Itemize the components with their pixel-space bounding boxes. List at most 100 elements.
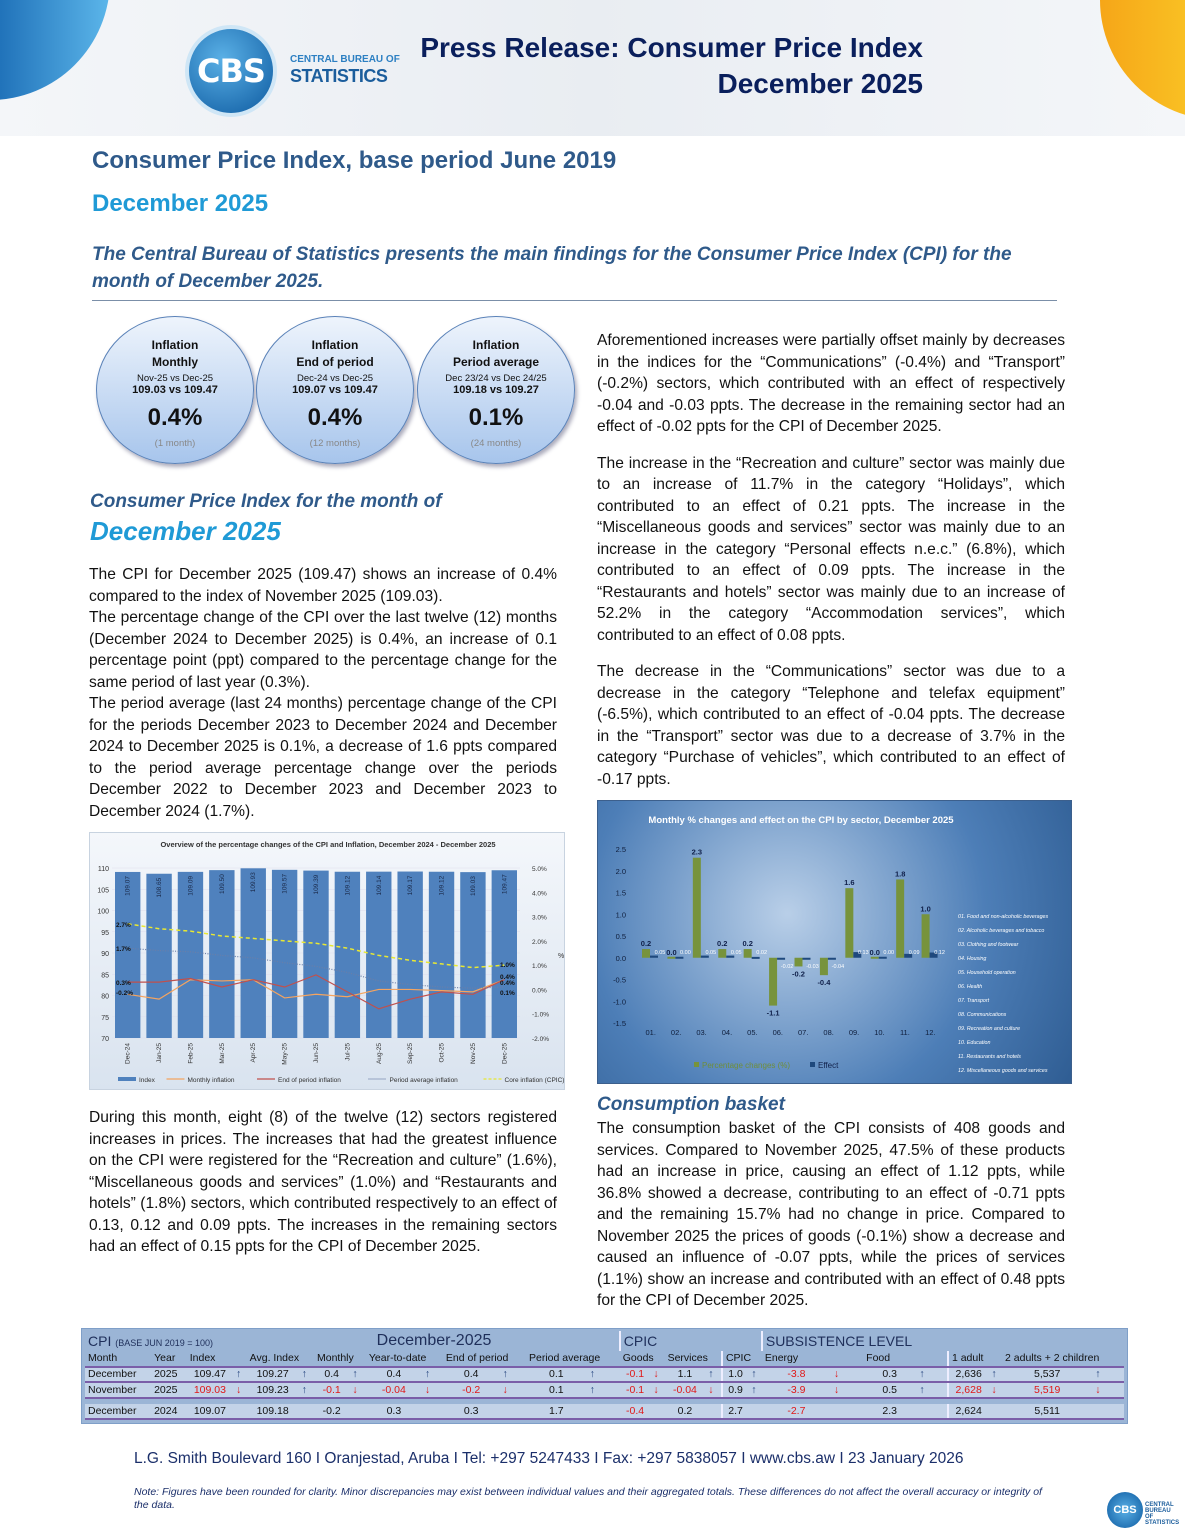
footer-address: L.G. Smith Boulevard 160 I Oranjestad, A… <box>134 1450 964 1467</box>
kpi-duration: (24 months) <box>470 438 522 449</box>
arrow-cell <box>349 1403 366 1420</box>
effect-bar <box>827 957 836 960</box>
column-header: Avg. Index <box>246 1351 314 1368</box>
x-tick-label: Jun-25 <box>313 1043 320 1063</box>
group-subsistence: SUBSISTENCE LEVEL <box>760 1331 948 1351</box>
table-row: December 2024 109.07 109.18 -0.2 0.3 0.3 1.7 -0.… <box>85 1403 1124 1420</box>
arrow-up-icon: ↑ <box>748 1366 762 1383</box>
bar-value-label: 109.93 <box>250 872 257 892</box>
kpi-period-average-inflation: Inflation Period average Dec 23/24 vs Dec… <box>417 316 575 464</box>
footer-logo-text: CENTRAL BUREAU OF STATISTICS <box>1145 1502 1180 1526</box>
bar-value-label: 109.12 <box>344 875 351 895</box>
index-bar <box>115 871 141 1038</box>
arrow-cell <box>421 1403 443 1420</box>
effect-bar <box>853 952 862 958</box>
group-cpi: CPI (BASE JUN 2019 = 100) <box>85 1331 247 1351</box>
bar-value-label: 109.47 <box>501 874 508 894</box>
index-bar <box>460 872 486 1038</box>
kpi-values: 109.03 vs 109.47 <box>132 384 218 396</box>
sector-legend-item: 08. Communications <box>958 1012 1007 1018</box>
column-header: 1 adult <box>946 1351 1003 1368</box>
table-cell: 0.4 <box>442 1366 500 1383</box>
y2-tick-label: -1.0% <box>532 1012 549 1019</box>
divider <box>92 300 1057 301</box>
kpi-percent: 0.4% <box>307 404 363 431</box>
y-tick-label: 80 <box>101 994 109 1001</box>
table-cell: 2024 <box>151 1403 187 1420</box>
arrow-up-icon: ↑ <box>705 1366 722 1383</box>
kpi-percent: 0.1% <box>468 404 524 431</box>
arrow-cell <box>650 1403 665 1420</box>
y2-tick-label: 5.0% <box>532 866 547 873</box>
legend-label: Percentage changes (%) <box>702 1061 790 1070</box>
data-annotation: 0.1% <box>500 990 515 997</box>
table-cell: 109.18 <box>246 1403 299 1420</box>
table-cell: December <box>85 1403 152 1420</box>
kpi-label: Period average <box>452 355 540 369</box>
legend-label: Period average inflation <box>390 1077 459 1084</box>
pct-change-label: 1.6 <box>844 878 854 887</box>
y2-tick-label: 0.0% <box>532 987 547 994</box>
x-tick-label: Jan-25 <box>156 1043 163 1063</box>
table-row: December 2025 109.47 ↑ 109.27 ↑ 0.4 ↑ 0.4 ↑ 0.4 ↑ 0.… <box>85 1366 1124 1383</box>
table-cell: 2,624 <box>946 1403 989 1420</box>
table-cell: -0.4 <box>619 1403 651 1420</box>
decor-blue-shape <box>0 0 110 100</box>
bar-value-label: 109.12 <box>439 875 446 895</box>
legend-label: Index <box>139 1077 156 1084</box>
kpi-label: Inflation <box>151 338 199 352</box>
effect-bar <box>777 957 786 960</box>
arrow-up-icon: ↑ <box>586 1382 620 1399</box>
table-cell: 109.23 <box>246 1382 299 1399</box>
cbs-logo: CBS <box>185 25 277 117</box>
index-bar <box>177 871 204 1038</box>
arrow-up-icon: ↑ <box>586 1366 620 1383</box>
bar-value-label: 109.07 <box>125 876 132 896</box>
effect-label: -0.02 <box>781 964 794 970</box>
pct-change-bar <box>692 857 701 958</box>
table-cell: December <box>85 1366 152 1383</box>
legend-label: Monthly inflation <box>188 1077 235 1084</box>
pct-change-bar <box>718 949 727 958</box>
table-cell: 2.7 <box>720 1403 749 1420</box>
table-cell: -3.9 <box>761 1382 831 1399</box>
table-cell: 2,636 <box>946 1366 989 1383</box>
y-tick-label: 110 <box>98 866 109 873</box>
data-annotation: 2.7% <box>116 922 131 929</box>
table-cell: 0.3 <box>365 1403 422 1420</box>
pct-change-label: 2.3 <box>692 848 702 857</box>
effect-bar <box>675 956 684 959</box>
x-tick-label: Aug-25 <box>376 1043 383 1064</box>
y-tick-label: 2.0 <box>616 867 626 876</box>
table-column-header: Month Year Index Avg. Index Monthly Year-to-d… <box>85 1351 1124 1368</box>
right-text-block: Aforementioned increases were partially … <box>597 330 1065 790</box>
kpi-duration: (12 months) <box>309 438 361 449</box>
arrow-down-icon: ↓ <box>705 1382 722 1399</box>
table-cell: -0.1 <box>619 1366 651 1383</box>
table-cell: -0.04 <box>365 1382 422 1399</box>
table-cell: 2025 <box>151 1366 187 1383</box>
table-cell: 5,519 <box>1002 1382 1093 1399</box>
table-cell: -0.1 <box>313 1382 350 1399</box>
y-tick-label: 95 <box>101 930 109 937</box>
y-tick-label: 2.5 <box>616 845 626 854</box>
y2-tick-label: 2.0% <box>532 939 547 946</box>
sector-legend-item: 09. Recreation and culture <box>958 1026 1020 1032</box>
pct-change-label: 0.2 <box>717 939 727 948</box>
x-tick-label: 02. <box>671 1028 681 1037</box>
pct-change-label: 0.0 <box>870 948 880 957</box>
table-cell: 1.1 <box>664 1366 706 1383</box>
chart-title: Overview of the percentage changes of th… <box>160 840 495 849</box>
table-cell: 0.9 <box>720 1382 749 1399</box>
cpi-summary-table: CPI (BASE JUN 2019 = 100) December-2025 … <box>81 1328 1128 1424</box>
table-cell: 0.5 <box>863 1382 917 1399</box>
column-header: Index <box>186 1351 247 1368</box>
legend-label: Effect <box>818 1061 839 1070</box>
group-cpi-label: CPI <box>88 1333 112 1349</box>
kpi-label: Inflation <box>311 338 359 352</box>
arrow-up-icon: ↑ <box>233 1366 247 1383</box>
table-cell: -2.7 <box>761 1403 831 1420</box>
arrow-down-icon: ↓ <box>233 1382 247 1399</box>
arrow-up-icon: ↑ <box>349 1366 366 1383</box>
x-tick-label: Oct-25 <box>439 1043 446 1063</box>
